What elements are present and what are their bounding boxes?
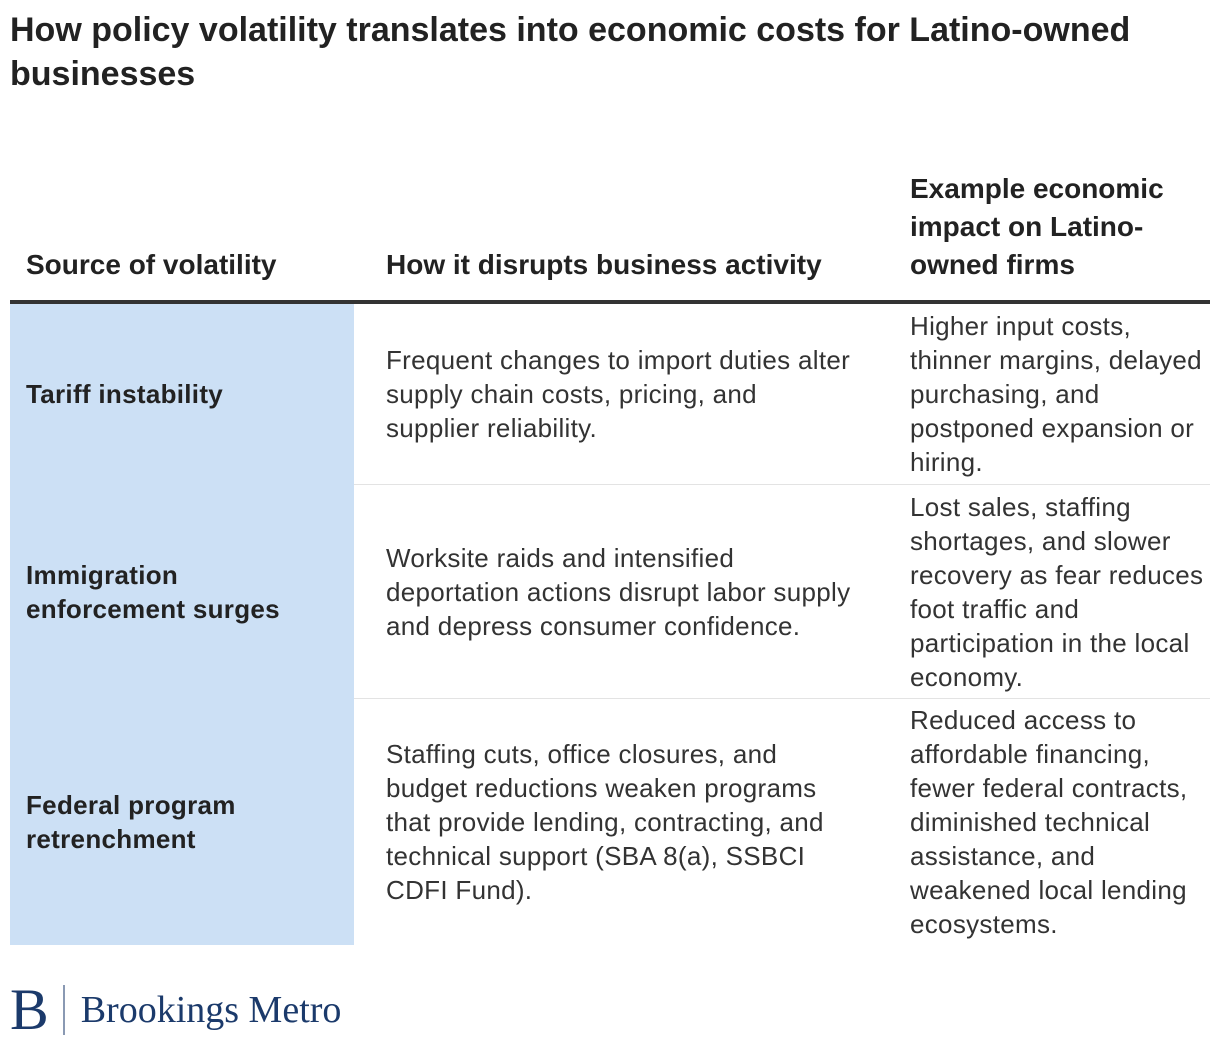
- impact-text: Reduced access to affordable financing, …: [910, 705, 1188, 939]
- impact-cell: Higher input costs, thinner margins, del…: [878, 302, 1210, 485]
- brookings-b-icon: B: [10, 977, 49, 1042]
- disruption-cell: Staffing cuts, office closures, and budg…: [386, 739, 824, 905]
- source-cell: Tariff instability: [10, 302, 354, 485]
- impact-text: Higher input costs, thinner margins, del…: [910, 311, 1202, 477]
- table-row: Immigration enforcement surges Worksite …: [10, 484, 1210, 699]
- logo-divider: [62, 985, 65, 1035]
- volatility-table: Source of volatility How it disrupts bus…: [10, 170, 1210, 945]
- impact-cell: Lost sales, staffing shortages, and slow…: [878, 484, 1210, 699]
- table-header-row: Source of volatility How it disrupts bus…: [10, 170, 1210, 304]
- column-header-source: Source of volatility: [10, 170, 354, 304]
- logo-text: Brookings Metro: [80, 989, 342, 1031]
- source-cell: Immigration enforcement surges: [10, 484, 354, 699]
- table-row: Federal program retrenchment Staffing cu…: [10, 698, 1210, 946]
- chart-title: How policy volatility translates into ec…: [10, 11, 1131, 93]
- brookings-metro-logo: B Brookings Metro: [10, 980, 341, 1040]
- impact-text: Lost sales, staffing shortages, and slow…: [910, 491, 1204, 692]
- column-header-impact: Example economic impact on Latino-owned …: [878, 170, 1210, 304]
- column-header-disruption: How it disrupts business activity: [354, 170, 878, 304]
- disruption-cell: Worksite raids and intensified deportati…: [354, 484, 878, 699]
- source-cell: Federal program retrenchment: [10, 698, 354, 945]
- impact-cell: Reduced access to affordable financing, …: [878, 699, 1210, 946]
- table-row: Tariff instability Frequent changes to i…: [10, 302, 1210, 485]
- disruption-cell: Frequent changes to import duties alter …: [354, 302, 878, 485]
